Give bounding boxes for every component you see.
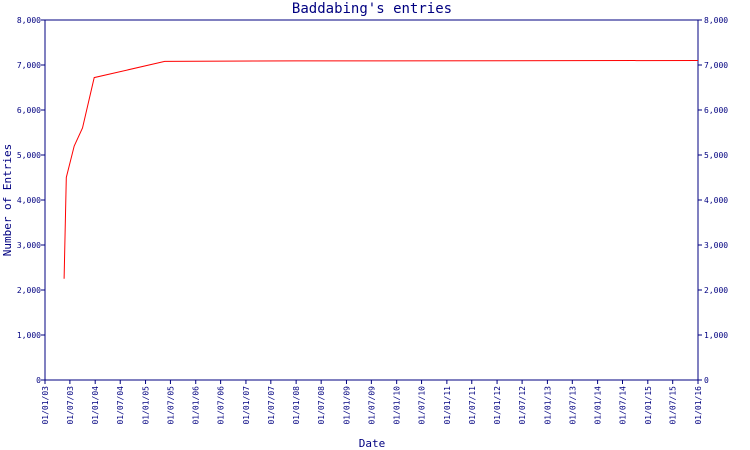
x-tick-label: 01/01/07 <box>242 386 251 425</box>
x-tick-label: 01/07/10 <box>418 386 427 425</box>
y-tick-label: 8,000 <box>17 16 41 25</box>
y-right-tick-label: 5,000 <box>704 151 728 160</box>
series-group <box>63 60 699 279</box>
y-right-tick-label: 7,000 <box>704 61 728 70</box>
y-tick-label: 0 <box>36 376 41 385</box>
x-tick-label: 01/01/13 <box>543 386 552 425</box>
x-tick-label: 01/07/04 <box>116 386 125 425</box>
series-line <box>63 60 699 279</box>
x-axis: 01/01/03 01/07/03 01/01/04 01/07/04 01/01/05… <box>41 380 703 425</box>
y-tick-label: 6,000 <box>17 106 41 115</box>
x-tick-label: 01/07/07 <box>267 386 276 425</box>
x-tick-label: 01/01/16 <box>694 386 703 425</box>
y-right-tick-label: 1,000 <box>704 331 728 340</box>
x-tick-label: 01/01/04 <box>91 386 100 425</box>
y-right-tick-label: 0 <box>704 376 709 385</box>
x-tick-label: 01/07/14 <box>618 386 627 425</box>
x-tick-label: 01/01/14 <box>594 386 603 425</box>
x-tick-label: 01/01/15 <box>644 386 653 425</box>
x-tick-label: 01/07/08 <box>317 386 326 425</box>
y-right-tick-label: 2,000 <box>704 286 728 295</box>
x-tick-label: 01/07/09 <box>367 386 376 425</box>
y-right-tick-label: 4,000 <box>704 196 728 205</box>
x-tick-label: 01/07/03 <box>66 386 75 425</box>
y-tick-label: 2,000 <box>17 286 41 295</box>
y-tick-label: 4,000 <box>17 196 41 205</box>
x-tick-label: 01/01/11 <box>443 386 452 425</box>
x-tick-label: 01/01/06 <box>192 386 201 425</box>
y-axis-label: Number of Entries <box>1 144 14 257</box>
x-tick-label: 01/07/11 <box>468 386 477 425</box>
y-tick-label: 5,000 <box>17 151 41 160</box>
x-tick-label: 01/01/03 <box>41 386 50 425</box>
x-tick-label: 01/01/12 <box>493 386 502 425</box>
plot-area <box>44 19 699 381</box>
y-tick-label: 3,000 <box>17 241 41 250</box>
y-right-tick-label: 8,000 <box>704 16 728 25</box>
y-right-tick-label: 6,000 <box>704 106 728 115</box>
chart-title: Baddabing's entries <box>292 1 452 17</box>
x-tick-label: 01/07/13 <box>568 386 577 425</box>
x-axis-label: Date <box>359 437 386 450</box>
x-tick-label: 01/07/12 <box>518 386 527 425</box>
y-tick-label: 1,000 <box>17 331 41 340</box>
x-tick-label: 01/01/09 <box>342 386 351 425</box>
x-tick-label: 01/01/08 <box>292 386 301 425</box>
x-tick-label: 01/01/05 <box>142 386 151 425</box>
y-tick-label: 7,000 <box>17 61 41 70</box>
y-right-tick-label: 3,000 <box>704 241 728 250</box>
x-tick-label: 01/07/06 <box>217 386 226 425</box>
x-tick-label: 01/07/15 <box>669 386 678 425</box>
y-axis-right: 0 1,000 2,000 3,000 4,000 5,000 6,000 7,000 8,00… <box>698 16 728 385</box>
x-tick-label: 01/07/05 <box>166 386 175 425</box>
y-axis-left: 0 1,000 2,000 3,000 4,000 5,000 6,000 7,000 8,00… <box>17 16 45 385</box>
plot-frame <box>44 19 699 381</box>
x-tick-label: 01/01/10 <box>393 386 402 425</box>
